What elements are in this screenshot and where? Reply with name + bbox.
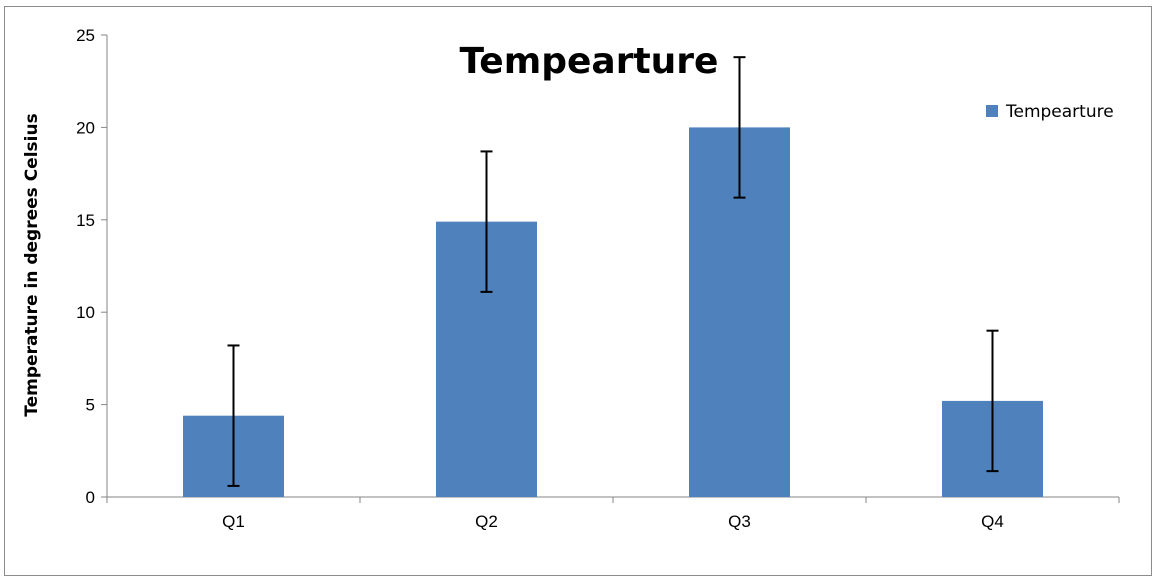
bars bbox=[183, 127, 1043, 498]
chart-title: Tempearture bbox=[460, 41, 719, 82]
x-tick-label: Q4 bbox=[981, 512, 1004, 531]
x-tick-labels: Q1 Q2 Q3 Q4 bbox=[222, 512, 1004, 531]
legend-swatch bbox=[986, 105, 998, 117]
y-tick-label: 20 bbox=[76, 118, 95, 137]
legend-label: Tempearture bbox=[1005, 102, 1114, 122]
y-tick-label: 10 bbox=[76, 303, 95, 322]
x-tick-label: Q3 bbox=[728, 512, 751, 531]
x-tick-label: Q1 bbox=[222, 512, 245, 531]
y-tick-label: 25 bbox=[76, 26, 95, 45]
y-tick-labels: 0 5 10 15 20 25 bbox=[76, 26, 95, 507]
x-tick-label: Q2 bbox=[475, 512, 498, 531]
error-bars bbox=[227, 56, 999, 487]
y-tick-label: 5 bbox=[86, 396, 95, 415]
y-tick-label: 15 bbox=[76, 211, 95, 230]
y-tick-label: 0 bbox=[86, 488, 95, 507]
y-axis-title: Temperature in degrees Celsius bbox=[22, 113, 42, 416]
legend: Tempearture bbox=[986, 102, 1114, 122]
